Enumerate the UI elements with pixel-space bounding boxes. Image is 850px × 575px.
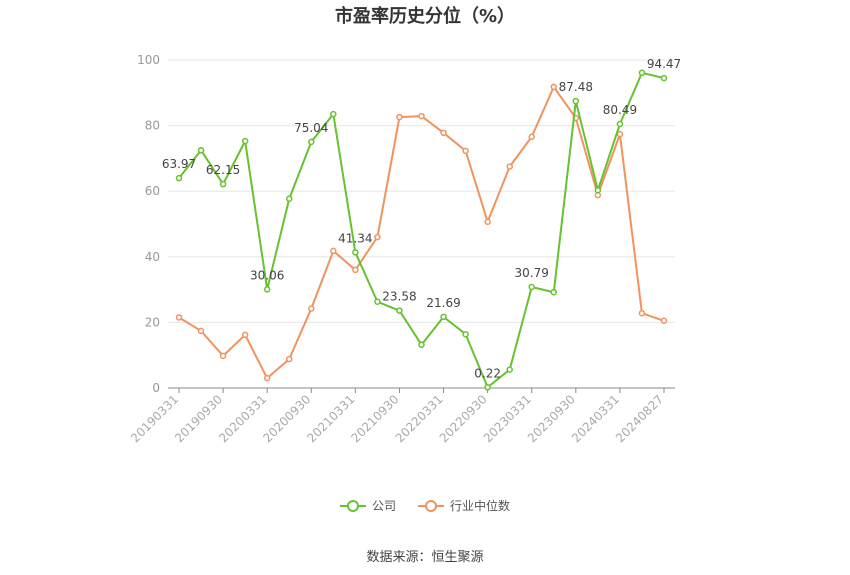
data-point-industry-median: [219, 352, 227, 360]
data-point-company: [594, 186, 602, 194]
data-point-company: [197, 146, 205, 154]
data-point-company: [550, 288, 558, 296]
y-tick-label: 20: [145, 315, 160, 329]
data-point-company: [374, 298, 381, 305]
data-point-company: [418, 341, 425, 348]
data-point-industry-median: [550, 83, 558, 91]
data-point-industry-median: [308, 305, 315, 312]
data-point-industry-median: [440, 129, 447, 137]
data-label: 30.06: [250, 268, 284, 282]
y-tick-label: 100: [137, 53, 160, 67]
data-label-layer: 63.97 62.15 30.06 75.04 41.34 23.58 21.69 0.22 3…: [162, 57, 681, 380]
data-label: 41.34: [338, 231, 372, 245]
data-label: 62.15: [206, 163, 240, 177]
data-point-company: [616, 120, 624, 128]
data-point-company: [528, 283, 535, 291]
data-point-company: [241, 137, 249, 145]
data-point-industry-median: [374, 233, 381, 241]
data-point-company: [285, 195, 293, 202]
data-point-industry-median: [484, 218, 491, 225]
data-point-industry-median: [263, 374, 271, 382]
data-point-company: [352, 249, 359, 256]
data-point-industry-median: [330, 247, 337, 255]
legend-item-company[interactable]: 公司: [339, 497, 396, 514]
y-tick-label: 80: [145, 119, 160, 133]
data-point-company: [638, 69, 646, 77]
data-point-industry-median: [462, 147, 469, 155]
source-note: 数据来源：恒生聚源: [366, 550, 484, 565]
data-point-company: [308, 138, 315, 146]
series-layer: [175, 69, 668, 391]
data-point-industry-median: [506, 163, 513, 170]
data-label: 23.58: [382, 290, 416, 304]
data-label: 63.97: [162, 157, 196, 171]
data-point-industry-median: [396, 113, 403, 121]
data-point-industry-median: [197, 327, 205, 335]
legend-label-industry-median: 行业中位数: [450, 499, 511, 513]
data-point-company: [175, 174, 183, 182]
data-label: 21.69: [426, 296, 460, 310]
x-tick-label: 20240827: [613, 392, 666, 445]
data-point-company: [440, 313, 447, 321]
data-point-industry-median: [418, 112, 425, 120]
data-point-industry-median: [285, 355, 293, 363]
legend: 公司 行业中位数: [0, 497, 850, 514]
data-point-company: [219, 180, 227, 188]
grid-layer: [168, 59, 675, 323]
series-line-company: [178, 71, 665, 389]
data-point-company: [572, 97, 580, 105]
data-label: 94.47: [647, 57, 681, 71]
data-label: 30.79: [515, 266, 549, 280]
data-point-company: [484, 384, 491, 391]
data-point-company: [263, 286, 271, 293]
data-point-industry-median: [638, 309, 646, 317]
legend-label-company: 公司: [371, 499, 396, 513]
axis-layer: 0204060801002019033120190930202003312020…: [128, 53, 675, 445]
legend-marker-industry-median: [418, 499, 444, 512]
data-label: 87.48: [559, 80, 593, 94]
data-point-industry-median: [352, 266, 359, 274]
y-tick-label: 60: [145, 184, 160, 198]
data-point-company: [506, 366, 513, 373]
legend-item-industry-median[interactable]: 行业中位数: [418, 497, 510, 514]
data-point-industry-median: [175, 314, 183, 321]
data-label: 80.49: [603, 103, 637, 117]
data-point-industry-median: [528, 133, 535, 141]
legend-marker-company: [339, 499, 366, 512]
data-point-company: [396, 307, 403, 314]
data-point-company: [330, 110, 337, 118]
data-point-company: [462, 330, 469, 338]
data-label: 75.04: [294, 121, 328, 135]
data-point-company: [660, 74, 668, 82]
data-point-industry-median: [241, 331, 249, 339]
series-line-industry-median: [178, 85, 665, 380]
y-tick-label: 0: [152, 381, 160, 395]
chart-title: 市盈率历史分位（%）: [334, 6, 516, 27]
data-point-industry-median: [660, 317, 668, 325]
y-tick-label: 40: [145, 250, 160, 264]
data-label: 0.22: [474, 366, 501, 380]
